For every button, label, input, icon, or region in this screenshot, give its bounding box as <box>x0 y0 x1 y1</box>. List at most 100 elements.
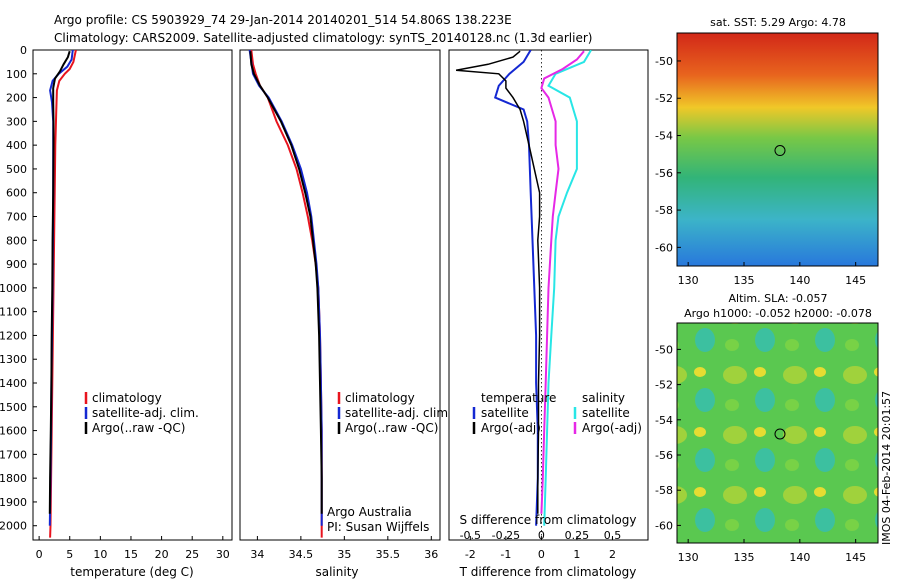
salinity-tick-label: 36 <box>424 548 438 561</box>
sla-lat-tick-label: -54 <box>655 414 673 427</box>
depth-tick-label: 1500 <box>0 401 27 414</box>
difference-panel: -2 -1 0 1 2 -0.5 -0.25 0 0.25 0.5 T difference f… <box>448 49 649 579</box>
sst-lon-tick-labels: 130 135 140 145 <box>678 262 866 287</box>
salinity-tick-label: 35.5 <box>376 548 401 561</box>
sla-lon-tick-label: 130 <box>678 551 699 564</box>
sst-heatmap <box>677 33 878 266</box>
sst-lat-tick-label: -56 <box>655 167 673 180</box>
legend-label-satellite: satellite-adj. clim. <box>345 406 452 420</box>
series-line-argo-raw-qc- <box>48 50 71 514</box>
s-difference-tick-labels: -0.5 -0.25 0 0.25 0.5 <box>460 529 622 542</box>
salinity-plot-frame <box>239 49 441 541</box>
temperature-tick-label: 10 <box>93 548 107 561</box>
temperature-series <box>48 50 77 538</box>
depth-tick-label: 800 <box>6 234 27 247</box>
t-difference-tick-labels: -2 -1 0 1 2 <box>465 536 616 561</box>
depth-tick-label: 1600 <box>0 425 27 438</box>
temperature-plot-frame <box>32 49 233 541</box>
depth-tick-label: 500 <box>6 163 27 176</box>
s-difference-tick-label: -0.25 <box>492 529 520 542</box>
argo-position-marker <box>774 428 786 440</box>
series-line-argo-raw-qc- <box>249 51 323 514</box>
temperature-tick-label: 25 <box>185 548 199 561</box>
s-difference-tick-label: 0.25 <box>565 529 590 542</box>
header-line1: Argo profile: CS 5903929_74 29-Jan-2014 … <box>54 13 512 27</box>
salinity-panel: 34 34.5 35 35.5 36 salinity climatology sate… <box>239 49 452 579</box>
depth-tick-label: 1800 <box>0 472 27 485</box>
s-difference-tick-label: 0 <box>538 529 545 542</box>
legend-label-climatology: climatology <box>92 391 162 405</box>
sla-lon-tick-labels: 130 135 140 145 <box>678 539 866 564</box>
temperature-tick-label: 30 <box>216 548 230 561</box>
sst-lon-tick-label: 130 <box>678 274 699 287</box>
legend-label-s-argo: Argo(-adj) <box>582 421 642 435</box>
sst-map-panel: sat. SST: 5.29 Argo: 4.78 130 135 140 145 -… <box>655 16 879 287</box>
annotation-argo-australia: Argo Australia <box>327 505 412 519</box>
depth-tick-label: 200 <box>6 92 27 105</box>
depth-tick-label: 300 <box>6 115 27 128</box>
temperature-tick-label: 15 <box>124 548 138 561</box>
legend-heading-temperature: temperature <box>481 391 556 405</box>
depth-tick-label: 100 <box>6 68 27 81</box>
legend-heading-salinity: salinity <box>582 391 625 405</box>
depth-tick-label: 1200 <box>0 329 27 342</box>
depth-tick-label: 400 <box>6 139 27 152</box>
sla-map-frame <box>676 322 879 544</box>
sla-map-subtitle: Argo h1000: -0.052 h2000: -0.078 <box>684 307 872 320</box>
sla-lat-tick-label: -58 <box>655 484 673 497</box>
t-difference-tick-label: 2 <box>609 548 616 561</box>
t-difference-tick-label: 1 <box>573 548 580 561</box>
sla-lat-tick-label: -56 <box>655 449 673 462</box>
depth-tick-label: 600 <box>6 187 27 200</box>
sla-lon-tick-label: 145 <box>845 551 866 564</box>
t-difference-tick-label: -2 <box>465 548 476 561</box>
series-line-salinity-satellite <box>543 50 592 526</box>
temperature-tick-label: 5 <box>66 548 73 561</box>
legend-label-climatology: climatology <box>345 391 415 405</box>
depth-tick-label: 0 <box>20 44 27 57</box>
imos-timestamp-label: IMOS 04-Feb-2014 20:01:57 <box>880 391 893 545</box>
legend-label-s-satellite: satellite <box>582 406 630 420</box>
s-difference-tick-label: -0.5 <box>460 529 481 542</box>
temperature-tick-labels: 0 5 10 15 20 25 30 <box>36 536 230 561</box>
depth-tick-label: 1700 <box>0 448 27 461</box>
sla-lat-tick-label: -60 <box>655 519 673 532</box>
sst-lat-tick-label: -60 <box>655 241 673 254</box>
salinity-legend: climatology satellite-adj. clim. Argo(..… <box>337 391 452 435</box>
sla-lat-tick-label: -52 <box>655 379 673 392</box>
t-difference-xlabel: T difference from climatology <box>459 565 637 579</box>
temperature-tick-label: 20 <box>155 548 169 561</box>
depth-tick-label: 1100 <box>0 306 27 319</box>
series-line-salinity-argo-adj- <box>540 50 585 514</box>
sst-map-frame <box>676 32 879 267</box>
depth-tick-label: 900 <box>6 258 27 271</box>
difference-legend: temperature satellite Argo(-adj) salinit… <box>472 391 642 435</box>
salinity-tick-label: 35 <box>337 548 351 561</box>
sla-lat-tick-labels: -50 -52 -54 -56 -58 -60 <box>655 343 681 532</box>
depth-tick-label: 1000 <box>0 282 27 295</box>
depth-tick-label: 2000 <box>0 520 27 533</box>
depth-tick-label: 1900 <box>0 496 27 509</box>
sst-lat-tick-labels: -50 -52 -54 -56 -58 -60 <box>655 55 681 254</box>
salinity-xlabel: salinity <box>315 565 358 579</box>
sst-lat-tick-label: -52 <box>655 92 673 105</box>
depth-tick-labels: 0 100 200 300 400 500 600 700 800 900 1000 1100 1200… <box>0 44 37 533</box>
salinity-tick-label: 34.5 <box>289 548 314 561</box>
sst-lat-tick-label: -58 <box>655 204 673 217</box>
t-difference-tick-label: -1 <box>500 548 511 561</box>
sst-lon-tick-label: 145 <box>845 274 866 287</box>
legend-label-satellite: satellite-adj. clim. <box>92 406 199 420</box>
salinity-series <box>248 50 323 538</box>
temperature-legend: climatology satellite-adj. clim. Argo(..… <box>84 391 199 435</box>
sst-lon-tick-label: 135 <box>734 274 755 287</box>
sla-lon-tick-label: 140 <box>789 551 810 564</box>
annotation-pi: PI: Susan Wijffels <box>327 520 429 534</box>
legend-label-t-satellite: satellite <box>481 406 529 420</box>
t-difference-tick-label: 0 <box>538 548 545 561</box>
sst-lat-tick-label: -50 <box>655 55 673 68</box>
salinity-tick-labels: 34 34.5 35 35.5 36 <box>250 536 438 561</box>
temperature-tick-label: 0 <box>36 548 43 561</box>
difference-series <box>455 50 592 526</box>
temperature-xlabel: temperature (deg C) <box>70 565 193 579</box>
salinity-tick-label: 34 <box>250 548 264 561</box>
